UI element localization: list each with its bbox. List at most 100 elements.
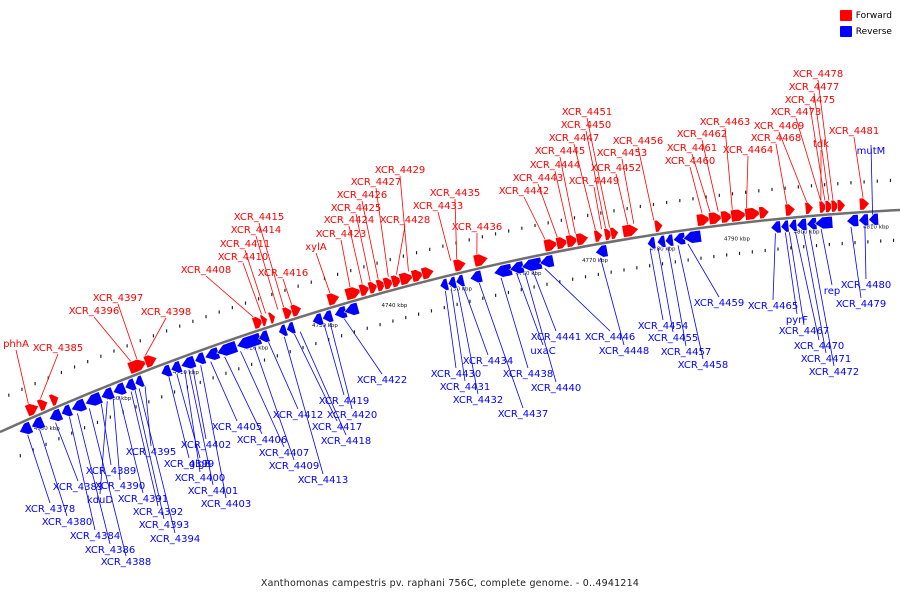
label-connector (192, 368, 207, 440)
label-connector (794, 231, 820, 341)
connector-layer (15, 79, 874, 557)
guide-dot (745, 190, 747, 194)
guide-dot (777, 247, 779, 251)
label-connector (724, 127, 733, 210)
gene-label: XCR_4420 (327, 410, 378, 421)
gene-label: XCR_4422 (357, 375, 408, 386)
guide-dot (837, 182, 839, 186)
forward-gene-arrow (575, 232, 589, 247)
guide-dot (258, 297, 260, 301)
guide-dot (687, 258, 689, 262)
tick-layer: 4690 kbp 4700 kbp 4710 kbp 4720 kbp 4730 kbp… (0, 178, 900, 458)
guide-dot (284, 288, 286, 292)
gene-label: XCR_4425 (331, 203, 382, 214)
guide-dot (764, 248, 766, 253)
guide-dot (494, 232, 497, 236)
label-connector (118, 396, 144, 494)
gene-label: XCR_4440 (531, 383, 582, 394)
label-connector (820, 229, 833, 286)
label-connector (559, 156, 576, 234)
gene-label: XCR_4416 (258, 268, 309, 279)
reverse-gene-arrow (539, 254, 556, 268)
guide-dot (889, 178, 892, 183)
guide-dot (482, 296, 484, 300)
forward-gene-arrow (707, 211, 724, 226)
forward-gene-arrow (818, 200, 828, 214)
guide-dot (469, 299, 471, 303)
label-connector (293, 333, 338, 422)
forward-gene-arrow (36, 398, 49, 412)
guide-dot (19, 454, 21, 458)
label-connector (450, 289, 466, 382)
gene-label: XCR_4399 (164, 459, 215, 470)
label-connector (340, 239, 351, 288)
gene-label: XCR_4434 (463, 356, 514, 367)
guide-dot (179, 324, 181, 328)
tick-label: 4800 kbp (794, 229, 820, 235)
label-connector (134, 389, 165, 520)
gene-label: XCR_4432 (453, 395, 504, 406)
tick-label: 4810 kbp (863, 224, 889, 230)
guide-dot (652, 202, 655, 207)
guide-dot (666, 200, 668, 205)
gene-label: XCR_4401 (188, 486, 239, 497)
tick-label: 4750 kbp (446, 287, 472, 293)
reverse-gene-arrow (814, 215, 834, 230)
guide-dot (84, 426, 86, 430)
guide-dot (700, 256, 702, 260)
gene-label: XCR_4413 (298, 475, 349, 486)
label-connector (268, 341, 299, 410)
forward-gene-arrow (695, 213, 712, 227)
reverse-gene-arrow (868, 212, 880, 226)
reverse-gene-arrow (124, 377, 138, 392)
label-connector (687, 243, 720, 298)
guide-dot (803, 245, 805, 249)
gene-label: XCR_4410 (218, 252, 269, 263)
label-connector (444, 290, 457, 369)
forward-gene-arrow (48, 393, 60, 407)
guide-dot (850, 181, 852, 185)
legend-reverse: Reverse (839, 24, 892, 39)
forward-gene-arrow (758, 206, 770, 220)
guide-dot (96, 420, 99, 425)
forward-gene-arrow (542, 238, 559, 253)
guide-dot (340, 334, 343, 338)
gene-label: XCR_4450 (561, 120, 612, 131)
guide-dot (389, 258, 391, 262)
forward-gene-arrow (804, 201, 814, 215)
guide-dot (705, 195, 707, 199)
gene-label: XCR_4443 (513, 173, 564, 184)
label-connector (532, 270, 557, 332)
guide-dot (573, 216, 576, 220)
reverse-gene-arrow (321, 309, 335, 323)
label-connector (593, 186, 602, 230)
reverse-gene-arrow (258, 329, 271, 343)
label-connector (784, 232, 798, 315)
tick-label: 4720 kbp (242, 345, 268, 351)
gene-label: XCR_4405 (212, 422, 263, 433)
tick-label: 4780 kbp (650, 247, 676, 253)
forward-gene-arrow (420, 266, 435, 281)
guide-dot (405, 315, 407, 320)
gene-label: XCR_4427 (351, 177, 402, 188)
forward-gene-arrow (251, 316, 264, 330)
guide-dot (636, 266, 638, 270)
label-connector (399, 175, 409, 272)
forward-gene-arrow (784, 203, 796, 217)
gene-label: XCR_4461 (667, 143, 718, 154)
gene-label: XCR_4470 (794, 341, 845, 352)
guide-dot (100, 354, 102, 358)
label-connector (200, 365, 227, 499)
forward-gene-arrow (593, 229, 603, 243)
forward-gene-arrow (719, 210, 734, 224)
gene-label: XCR_4417 (312, 422, 363, 433)
gene-label: XCR_4437 (498, 409, 549, 420)
forward-gene-arrow (472, 253, 489, 268)
gene-label: XCR_4431 (440, 382, 491, 393)
label-connector (395, 225, 406, 275)
label-connector (244, 249, 267, 314)
label-connector (689, 166, 703, 214)
guide-dot (828, 242, 830, 247)
reverse-gene-arrow (858, 213, 870, 227)
guide-dot (610, 270, 612, 274)
